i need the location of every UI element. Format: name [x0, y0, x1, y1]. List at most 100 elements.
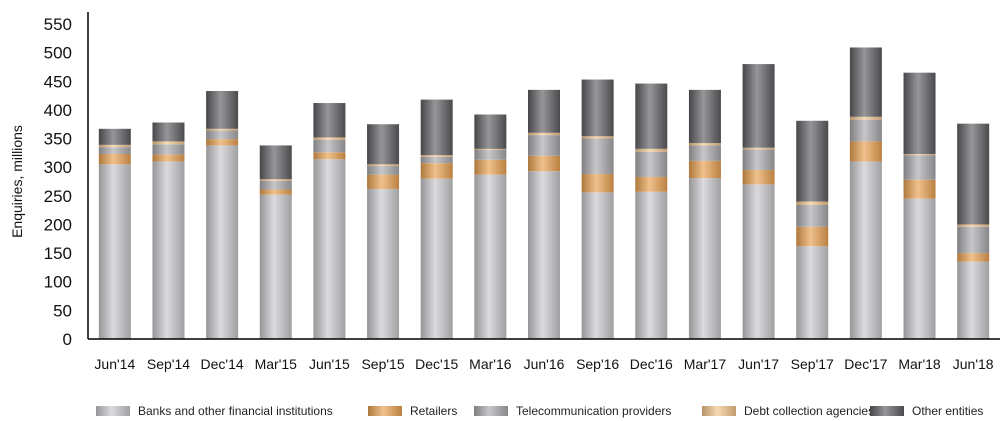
- y-tick-label: 150: [44, 244, 72, 263]
- x-tick-label: Mar'17: [684, 356, 727, 372]
- bar-segment: [313, 103, 346, 138]
- bar-segment: [152, 161, 185, 339]
- bar-segment: [152, 141, 185, 145]
- x-tick-label: Jun'17: [738, 356, 779, 372]
- bar-segment: [688, 160, 721, 179]
- bar-segment: [474, 114, 507, 149]
- y-tick-label: 400: [44, 101, 72, 120]
- bar-segment: [420, 99, 453, 156]
- x-tick-label: Sep'15: [361, 356, 404, 372]
- bar-segment: [528, 135, 560, 156]
- bar-segment: [957, 253, 990, 262]
- bar-segment: [849, 116, 882, 120]
- bar-segment: [796, 204, 829, 227]
- bar-segment: [420, 178, 453, 339]
- bar-segment: [688, 143, 721, 146]
- legend-swatch: [474, 406, 508, 416]
- bar-segment: [742, 170, 775, 185]
- bar-segment: [420, 163, 453, 179]
- legend-item: Other entities: [870, 404, 983, 418]
- bar-segment: [367, 164, 400, 167]
- legend-label: Other entities: [912, 404, 983, 418]
- legend-swatch: [96, 406, 130, 416]
- bar-segment: [957, 123, 990, 225]
- bar-segment: [528, 132, 560, 136]
- bar-segment: [581, 192, 614, 339]
- bar-segment: [849, 119, 882, 142]
- bar-segment: [635, 83, 668, 149]
- bar-segment: [206, 130, 239, 140]
- y-tick-label: 200: [44, 215, 72, 234]
- y-axis-title: Enquiries, millions: [9, 125, 25, 238]
- bar-segment: [528, 155, 560, 172]
- bar-segment: [206, 139, 239, 146]
- legend-label: Banks and other financial institutions: [138, 404, 333, 418]
- bar-segment: [313, 137, 346, 140]
- bar-segment: [528, 89, 560, 133]
- bar-segment: [259, 189, 292, 195]
- bar-segment: [367, 124, 400, 165]
- bar-segment: [152, 154, 185, 162]
- x-tick-label: Mar'15: [255, 356, 298, 372]
- bar-segment: [259, 179, 292, 181]
- bar-segment: [742, 147, 775, 150]
- x-tick-label: Sep'17: [791, 356, 834, 372]
- bar-segment: [849, 161, 882, 339]
- x-tick-label: Jun'15: [309, 356, 350, 372]
- bar-segment: [796, 226, 829, 247]
- legend-swatch: [870, 406, 904, 416]
- x-tick-label: Jun'16: [524, 356, 565, 372]
- bar-segment: [742, 64, 775, 148]
- bar-segment: [688, 178, 721, 339]
- y-tick-label: 350: [44, 130, 72, 149]
- x-tick-label: Dec'17: [844, 356, 887, 372]
- legend: Banks and other financial institutions Re…: [96, 404, 983, 418]
- bar-segment: [98, 154, 131, 165]
- legend-item: Retailers: [368, 404, 457, 418]
- bar-segment: [367, 166, 400, 175]
- bar-segment: [903, 155, 936, 180]
- y-tick-label: 450: [44, 72, 72, 91]
- bar-segment: [259, 194, 292, 339]
- bar-segment: [528, 171, 560, 339]
- y-tick-label: 50: [53, 301, 72, 320]
- bar-segment: [581, 136, 614, 139]
- bar-segment: [367, 174, 400, 189]
- bar-segment: [688, 89, 721, 144]
- bar-segment: [474, 148, 507, 150]
- bar-segment: [259, 145, 292, 180]
- bar-segment: [206, 128, 239, 131]
- bar-segment: [420, 155, 453, 157]
- x-tick-label: Jun'18: [953, 356, 994, 372]
- y-tick-label: 0: [63, 330, 72, 349]
- x-tick-label: Sep'14: [147, 356, 190, 372]
- bar-segment: [206, 145, 239, 339]
- bar-segment: [98, 164, 131, 339]
- x-tick-labels: Jun'14 Sep'14 Dec'14 Mar'15 Jun'15 Sep'15 Dec'…: [94, 356, 993, 372]
- legend-label: Telecommunication providers: [516, 404, 671, 418]
- legend-swatch: [368, 406, 402, 416]
- bar-segment: [635, 176, 668, 192]
- legend-item: Telecommunication providers: [474, 404, 671, 418]
- x-tick-label: Dec'14: [201, 356, 244, 372]
- bar-segment: [474, 174, 507, 339]
- y-tick-label: 250: [44, 187, 72, 206]
- bar-segment: [581, 138, 614, 175]
- bar-segment: [581, 79, 614, 137]
- x-tick-label: Sep'16: [576, 356, 619, 372]
- bar-segment: [957, 261, 990, 339]
- bar-segment: [98, 144, 131, 148]
- bar-segment: [688, 145, 721, 161]
- bars: [98, 47, 990, 339]
- bar-segment: [903, 198, 936, 339]
- bar-segment: [796, 246, 829, 339]
- legend-label: Retailers: [410, 404, 457, 418]
- bar-segment: [957, 224, 990, 227]
- bar-segment: [98, 128, 131, 145]
- bar-segment: [742, 184, 775, 339]
- bar-segment: [259, 180, 292, 190]
- bar-segment: [742, 149, 775, 171]
- bar-segment: [474, 150, 507, 160]
- bar-segment: [581, 174, 614, 193]
